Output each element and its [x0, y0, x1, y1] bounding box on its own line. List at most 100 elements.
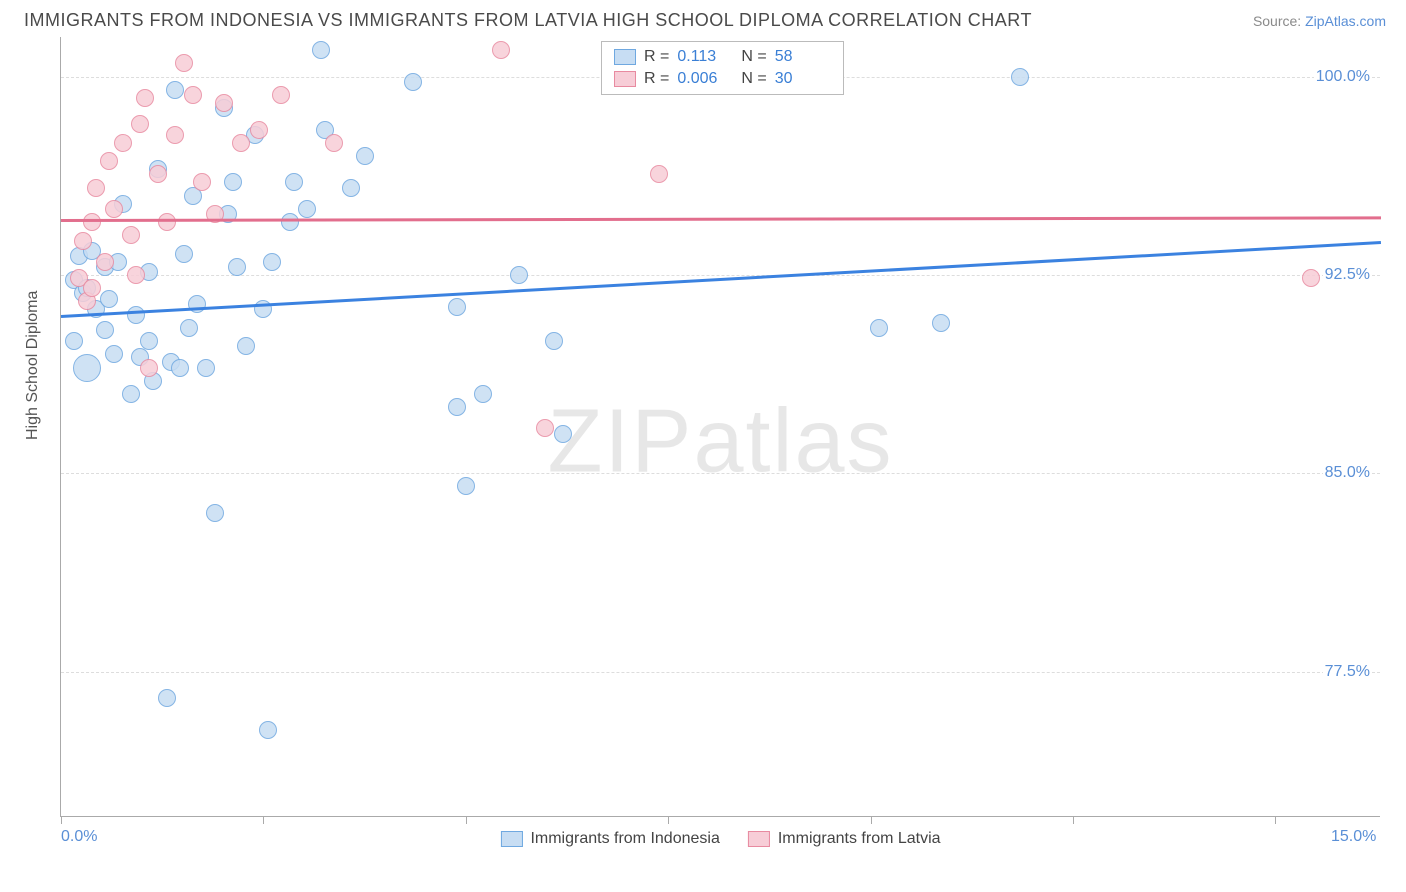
chart-title: IMMIGRANTS FROM INDONESIA VS IMMIGRANTS … [24, 10, 1032, 31]
data-point [188, 295, 206, 313]
data-point [224, 173, 242, 191]
data-point [74, 232, 92, 250]
correlation-legend: R = 0.113 N = 58 R = 0.006 N = 30 [601, 41, 844, 95]
data-point [206, 504, 224, 522]
data-point [1302, 269, 1320, 287]
data-point [175, 245, 193, 263]
data-point [105, 345, 123, 363]
source-credit: Source: ZipAtlas.com [1253, 13, 1386, 29]
series-legend: Immigrants from Indonesia Immigrants from… [500, 830, 940, 848]
data-point [448, 298, 466, 316]
data-point [215, 94, 233, 112]
legend-row: R = 0.006 N = 30 [614, 68, 831, 90]
data-point [100, 290, 118, 308]
data-point [281, 213, 299, 231]
data-point [180, 319, 198, 337]
gridline [61, 672, 1380, 673]
data-point [140, 359, 158, 377]
data-point [73, 354, 101, 382]
source-prefix: Source: [1253, 13, 1305, 29]
y-axis-label: High School Diploma [24, 291, 42, 440]
legend-row: R = 0.113 N = 58 [614, 46, 831, 68]
data-point [65, 332, 83, 350]
x-tick-mark [871, 816, 872, 824]
legend-item: Immigrants from Indonesia [500, 830, 719, 848]
data-point [184, 86, 202, 104]
legend-n-label: N = [741, 48, 766, 66]
data-point [237, 337, 255, 355]
data-point [228, 258, 246, 276]
data-point [1011, 68, 1029, 86]
data-point [342, 179, 360, 197]
data-point [193, 173, 211, 191]
data-point [158, 689, 176, 707]
legend-series-label: Immigrants from Latvia [778, 830, 941, 848]
legend-series-label: Immigrants from Indonesia [530, 830, 719, 848]
gridline [61, 473, 1380, 474]
data-point [171, 359, 189, 377]
data-point [932, 314, 950, 332]
data-point [175, 54, 193, 72]
data-point [136, 89, 154, 107]
legend-n-value: 30 [775, 70, 831, 88]
data-point [356, 147, 374, 165]
data-point [457, 477, 475, 495]
gridline [61, 275, 1380, 276]
data-point [131, 115, 149, 133]
data-point [87, 179, 105, 197]
legend-r-label: R = [644, 70, 669, 88]
legend-item: Immigrants from Latvia [748, 830, 941, 848]
data-point [127, 266, 145, 284]
legend-swatch [500, 831, 522, 847]
data-point [448, 398, 466, 416]
x-tick-mark [1275, 816, 1276, 824]
data-point [298, 200, 316, 218]
legend-n-value: 58 [775, 48, 831, 66]
trendline [61, 241, 1381, 318]
data-point [259, 721, 277, 739]
legend-n-label: N = [741, 70, 766, 88]
data-point [870, 319, 888, 337]
legend-r-value: 0.006 [677, 70, 733, 88]
data-point [96, 253, 114, 271]
source-link[interactable]: ZipAtlas.com [1305, 13, 1386, 29]
x-tick-mark [466, 816, 467, 824]
data-point [166, 81, 184, 99]
data-point [474, 385, 492, 403]
data-point [510, 266, 528, 284]
x-tick-mark [61, 816, 62, 824]
data-point [166, 126, 184, 144]
data-point [197, 359, 215, 377]
y-tick-label: 92.5% [1323, 266, 1372, 284]
data-point [83, 279, 101, 297]
legend-swatch [614, 49, 636, 65]
data-point [100, 152, 118, 170]
data-point [250, 121, 268, 139]
legend-r-value: 0.113 [677, 48, 733, 66]
y-tick-label: 77.5% [1323, 663, 1372, 681]
data-point [650, 165, 668, 183]
data-point [404, 73, 422, 91]
data-point [122, 385, 140, 403]
data-point [140, 332, 158, 350]
data-point [105, 200, 123, 218]
y-tick-label: 85.0% [1323, 464, 1372, 482]
data-point [149, 165, 167, 183]
data-point [232, 134, 250, 152]
data-point [492, 41, 510, 59]
data-point [272, 86, 290, 104]
y-tick-label: 100.0% [1314, 68, 1372, 86]
data-point [96, 321, 114, 339]
legend-swatch [614, 71, 636, 87]
data-point [114, 134, 132, 152]
data-point [312, 41, 330, 59]
legend-r-label: R = [644, 48, 669, 66]
data-point [545, 332, 563, 350]
data-point [263, 253, 281, 271]
data-point [158, 213, 176, 231]
data-point [127, 306, 145, 324]
scatter-plot: ZIPatlas 100.0%92.5%85.0%77.5%0.0%15.0%R… [60, 37, 1380, 817]
x-tick-mark [668, 816, 669, 824]
watermark: ZIPatlas [547, 391, 893, 494]
data-point [325, 134, 343, 152]
